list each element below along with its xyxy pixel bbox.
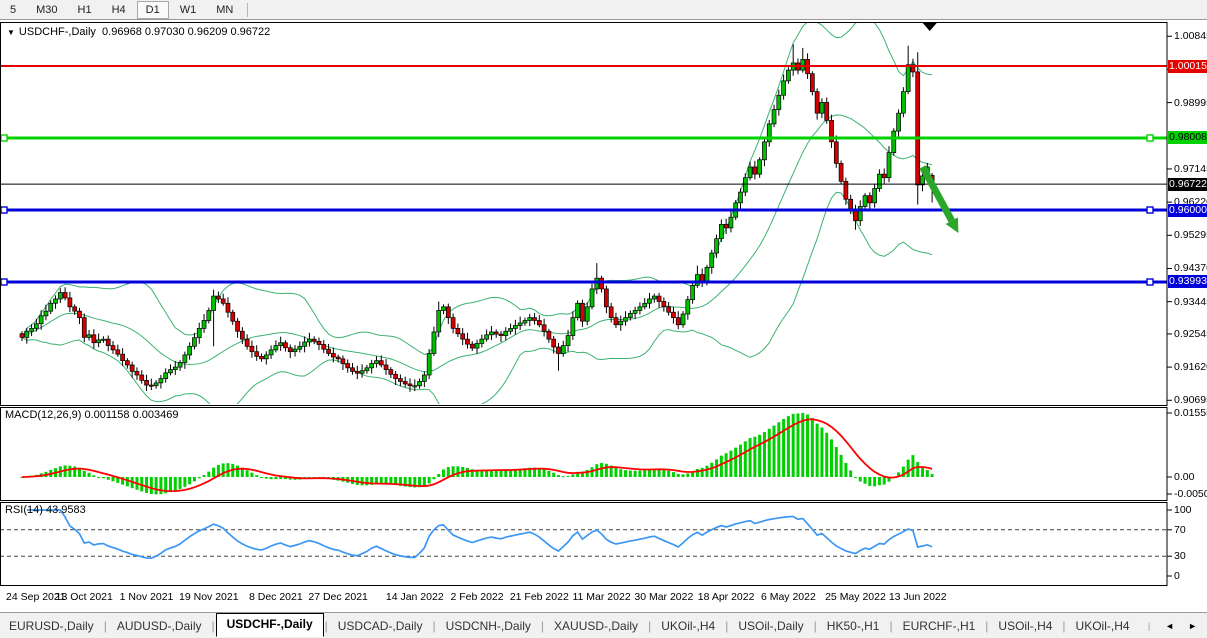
rsi-panel-border (0, 502, 1168, 586)
tab-separator: | (813, 619, 817, 633)
tab-separator: | (211, 619, 215, 633)
price-tick-0.93445: 0.93445 (1174, 295, 1207, 308)
chart-tab-usoilh4[interactable]: USOil-,H4 (998, 619, 1053, 633)
tab-separator: | (889, 619, 893, 633)
rsi-tick-70: 70 (1174, 523, 1186, 536)
macd-tick-low: -0.005075 (1174, 488, 1207, 500)
tab-separator: | (1147, 621, 1151, 631)
timeframe-button-mn[interactable]: MN (216, 3, 234, 16)
rsi-indicator-label: RSI(14) 43.9583 (5, 504, 86, 516)
date-label: 11 Mar 2022 (572, 591, 631, 603)
tab-separator: | (103, 619, 107, 633)
date-label: 6 May 2022 (760, 591, 816, 603)
timeframe-button-h1[interactable]: H1 (77, 3, 92, 16)
chart-tab-usdcaddaily[interactable]: USDCAD-,Daily (337, 619, 423, 633)
date-label: 24 Sep 2021 (6, 591, 66, 603)
date-label: 30 Mar 2022 (634, 591, 694, 603)
timeframe-button-m30[interactable]: M30 (36, 3, 58, 16)
date-label: 13 Jun 2022 (888, 591, 947, 603)
macd-signal-line (21, 418, 933, 492)
timeframe-button-5[interactable]: 5 (10, 3, 17, 16)
price-tick-0.92545: 0.92545 (1174, 327, 1207, 340)
price-tick-0.97145: 0.97145 (1174, 162, 1207, 175)
date-label: 27 Dec 2021 (308, 591, 368, 603)
symbol-tab-bar: EURUSD-,Daily | AUDUSD-,Daily | USDCHF-,Dail… (0, 612, 1207, 638)
horizontal-line-0.98008[interactable] (0, 134, 1167, 142)
chart-tab-audusddaily[interactable]: AUDUSD-,Daily (116, 619, 202, 633)
price-tick-0.90695: 0.90695 (1174, 394, 1207, 407)
tab-separator: | (1062, 619, 1066, 633)
chart-symbol-label: USDCHF-,Daily (18, 26, 96, 38)
price-badge-0.96722: 0.96722 (1168, 177, 1207, 191)
price-badge-0.98008: 0.98008 (1168, 131, 1207, 145)
date-label: 8 Dec 2021 (249, 591, 303, 603)
chart-title: ▼ USDCHF-,Daily 0.96968 0.97030 0.96209 0… (7, 26, 270, 38)
date-label: 21 Feb 2022 (509, 591, 569, 603)
tab-separator: | (648, 619, 652, 633)
date-label: 14 Jan 2022 (385, 591, 444, 603)
macd-tick-zero: 0.00 (1174, 471, 1195, 483)
tab-separator: | (985, 619, 989, 633)
rsi-tick-0: 0 (1174, 570, 1180, 582)
rsi-tick-30: 30 (1174, 550, 1186, 563)
tab-separator: | (432, 619, 436, 633)
macd-panel-border (0, 407, 1168, 501)
chart-tab-ukoilh4[interactable]: UKOil-,H4 (661, 619, 716, 633)
price-tick-1.00845: 1.00845 (1174, 30, 1207, 43)
chart-tab-xauusddaily[interactable]: XAUUSD-,Daily (554, 619, 639, 633)
chart-tab-usdchfdaily[interactable]: USDCHF-,Daily (215, 613, 324, 637)
candlestick-series (19, 44, 935, 392)
rsi-line (26, 509, 933, 560)
chart-tab-usdcnhdaily[interactable]: USDCNH-,Daily (445, 619, 531, 633)
chart-ohlc-values: 0.96968 0.97030 0.96209 0.96722 (102, 26, 271, 38)
chart-tab-eurchfh1[interactable]: EURCHF-,H1 (902, 619, 976, 633)
price-badge-1.00015: 1.00015 (1168, 59, 1207, 73)
chart-tab-hk50h1[interactable]: HK50-,H1 (826, 619, 880, 633)
macd-histogram (20, 412, 934, 495)
down-triangle-marker[interactable] (922, 23, 937, 31)
timeframe-toolbar: 5 M30 H1 H4 D1 W1 MN (0, 0, 1207, 20)
tab-separator: | (725, 619, 729, 633)
date-label: 19 Nov 2021 (179, 591, 239, 603)
price-tick-0.98995: 0.98995 (1174, 96, 1207, 109)
toolbar-separator (247, 2, 249, 17)
macd-indicator-label: MACD(12,26,9) 0.001158 0.003469 (5, 409, 179, 421)
price-badge-0.93993: 0.93993 (1168, 275, 1207, 289)
chart-tab-eurusddaily[interactable]: EURUSD-,Daily (9, 619, 94, 633)
macd-tick-high: 0.01555 (1174, 407, 1207, 419)
trend-arrow-annotation[interactable] (919, 165, 959, 233)
chart-tab-usoildaily[interactable]: USOil-,Daily (738, 619, 804, 633)
timeframe-button-w1[interactable]: W1 (179, 3, 197, 16)
tab-scroll-right[interactable]: ► (1188, 621, 1197, 631)
price-tick-0.95295: 0.95295 (1174, 229, 1207, 242)
rsi-tick-100: 100 (1174, 504, 1192, 516)
timeframe-button-h4[interactable]: H4 (111, 3, 126, 16)
date-label: 18 Apr 2022 (697, 591, 755, 603)
tab-scroll-left[interactable]: ◄ (1165, 621, 1175, 631)
tab-separator: | (540, 619, 545, 633)
date-label: 1 Nov 2021 (119, 591, 174, 603)
chart-tab-ukoilh4[interactable]: UKOil-,H4 (1075, 619, 1130, 633)
horizontal-line-0.96000[interactable] (0, 206, 1167, 214)
tab-separator: | (324, 619, 328, 633)
date-label: 25 May 2022 (825, 591, 886, 603)
price-badge-0.96000: 0.96000 (1168, 203, 1207, 217)
price-panel-border (0, 22, 1168, 406)
date-label: 2 Feb 2022 (450, 591, 504, 603)
timeframe-button-d1[interactable]: D1 (136, 0, 169, 19)
horizontal-line-0.93993[interactable] (0, 278, 1167, 286)
chart-dropdown-icon[interactable]: ▼ (7, 28, 15, 37)
date-label: 13 Oct 2021 (55, 591, 113, 603)
